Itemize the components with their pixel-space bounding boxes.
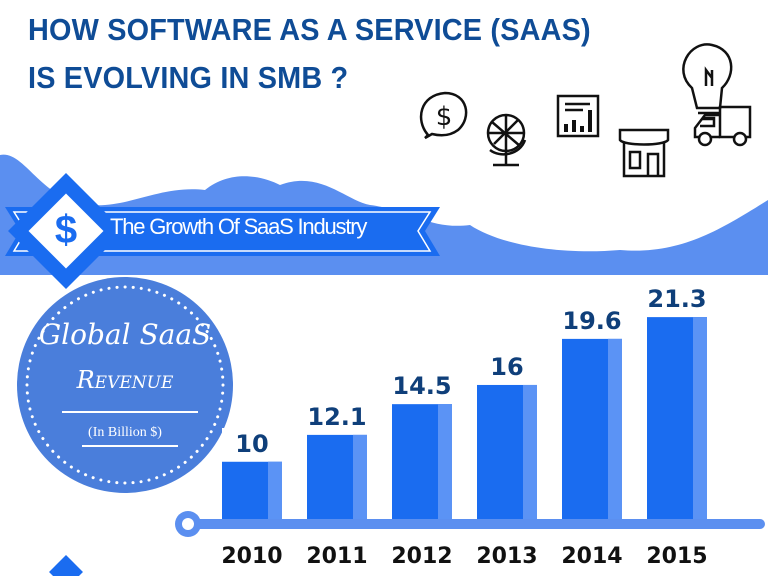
x-tick-label: 2010 — [221, 544, 283, 569]
value-label: 16 — [477, 350, 537, 383]
diamond-inner — [24, 189, 108, 273]
dollar-speech-bubble-icon: $ — [419, 91, 468, 140]
badge-title: Global SaaS — [38, 318, 212, 351]
x-axis-line — [185, 519, 765, 529]
value-label: 21.3 — [647, 283, 707, 316]
x-tick-label: 2015 — [646, 544, 708, 569]
storefront-icon — [618, 128, 670, 178]
bar-highlight-2010 — [268, 461, 282, 520]
badge-dotted-ring — [25, 285, 225, 485]
bar-highlight-2014 — [608, 338, 622, 520]
axis-knob-center — [182, 518, 194, 530]
value-label: 10 — [222, 427, 282, 460]
x-tick-label: 2011 — [306, 544, 368, 569]
badge-subtitle: Revenue — [76, 366, 174, 394]
x-tick-label: 2012 — [391, 544, 453, 569]
bar-report-icon — [556, 94, 600, 138]
svg-text:$: $ — [436, 102, 453, 132]
header-icons: $ — [419, 43, 752, 178]
globe-icon — [486, 113, 527, 167]
x-tick-label: 2014 — [561, 544, 623, 569]
badge-circle — [17, 277, 233, 493]
value-label: 14.5 — [392, 370, 452, 403]
bar-highlight-2013 — [523, 384, 537, 520]
page-title-line2: IS EVOLVING IN SMB ? — [28, 60, 349, 95]
badge-unit: (In Billion $) — [88, 425, 162, 440]
delivery-truck-icon — [693, 105, 752, 147]
bar-highlight-2015 — [693, 317, 707, 520]
bar-highlight-2011 — [353, 434, 367, 520]
dollar-icon: $ — [54, 208, 78, 252]
page-title-line1: HOW SOFTWARE AS A SERVICE (SAAS) — [28, 12, 591, 47]
section-ribbon-label: The Growth Of SaaS Industry — [110, 214, 367, 239]
x-tick-label: 2013 — [476, 544, 538, 569]
value-label: 19.6 — [562, 304, 622, 337]
ribbon-banner — [5, 207, 440, 256]
bars-group — [222, 317, 707, 520]
next-section-diamond — [49, 555, 83, 576]
bar-highlight-2012 — [438, 404, 452, 520]
value-label: 12.1 — [307, 400, 367, 433]
